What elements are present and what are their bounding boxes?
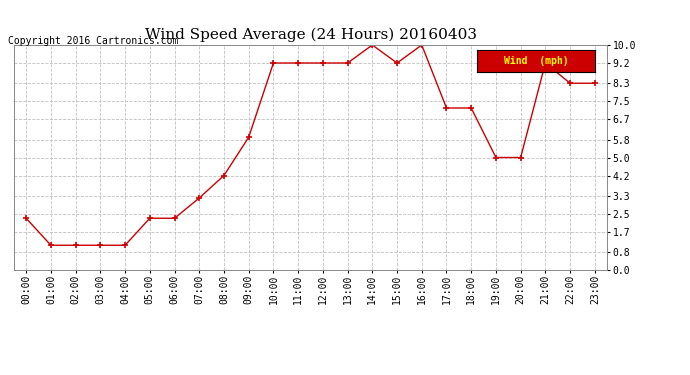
Title: Wind Speed Average (24 Hours) 20160403: Wind Speed Average (24 Hours) 20160403 xyxy=(144,28,477,42)
Text: Copyright 2016 Cartronics.com: Copyright 2016 Cartronics.com xyxy=(8,36,178,46)
